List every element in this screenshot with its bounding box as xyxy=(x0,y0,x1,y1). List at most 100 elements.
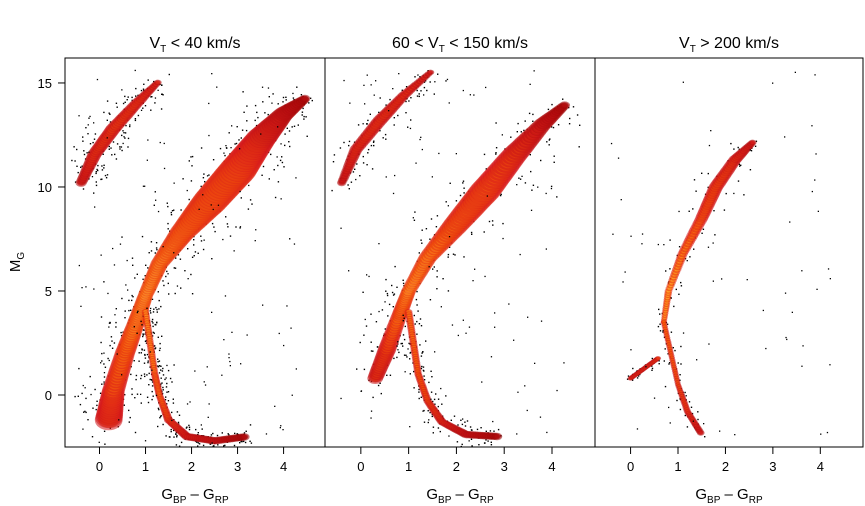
star-point xyxy=(76,165,78,167)
star-point xyxy=(111,347,114,349)
star-point xyxy=(197,432,199,434)
x-tick-label: 3 xyxy=(234,459,241,474)
star-point xyxy=(707,172,709,175)
field-star-point xyxy=(293,243,296,245)
star-point xyxy=(144,357,147,359)
star-point xyxy=(130,309,132,311)
star-point xyxy=(115,308,117,310)
star-point xyxy=(665,270,667,272)
star-point xyxy=(152,311,155,313)
star-point xyxy=(723,209,726,211)
star-point xyxy=(282,96,285,99)
star-point xyxy=(658,360,660,362)
star-point xyxy=(123,404,125,406)
field-star-point xyxy=(276,156,278,158)
star-point xyxy=(419,318,422,320)
star-point xyxy=(268,178,270,180)
star-point xyxy=(659,313,661,315)
field-star-point xyxy=(108,359,110,362)
star-point xyxy=(389,98,391,101)
star-point xyxy=(664,385,667,388)
star-point xyxy=(532,184,535,186)
field-star-point xyxy=(151,369,153,371)
field-star-point xyxy=(707,246,710,248)
star-point xyxy=(281,161,284,164)
star-point xyxy=(82,136,84,138)
star-point xyxy=(152,322,154,324)
star-point xyxy=(470,429,473,431)
star-point xyxy=(398,351,400,354)
star-point xyxy=(658,363,660,365)
star-point xyxy=(138,344,141,347)
y-tick-label: 10 xyxy=(38,180,52,195)
star-point xyxy=(272,93,274,95)
star-point xyxy=(431,415,433,418)
field-star-point xyxy=(468,326,471,328)
star-point xyxy=(386,292,389,295)
field-star-point xyxy=(255,229,257,231)
field-star-point xyxy=(404,371,406,373)
star-point xyxy=(196,441,198,443)
star-point xyxy=(282,101,284,103)
field-star-point xyxy=(364,318,366,321)
star-point xyxy=(74,160,76,162)
star-point xyxy=(127,96,129,98)
field-star-point xyxy=(223,152,225,154)
star-point xyxy=(154,191,156,193)
field-star-point xyxy=(682,332,685,334)
star-point xyxy=(680,345,682,348)
field-star-point xyxy=(103,381,105,383)
star-point xyxy=(142,329,145,331)
star-point xyxy=(450,419,452,421)
star-point xyxy=(147,79,149,81)
star-point xyxy=(249,424,252,426)
star-point xyxy=(112,141,115,143)
field-star-point xyxy=(539,416,542,418)
field-star-point xyxy=(222,238,224,241)
field-star-point xyxy=(786,338,788,341)
field-star-point xyxy=(465,332,467,334)
star-point xyxy=(657,325,660,328)
star-point xyxy=(204,181,206,183)
star-point xyxy=(456,441,459,443)
field-star-point xyxy=(669,422,671,424)
star-point xyxy=(452,253,455,255)
star-point xyxy=(159,417,161,419)
field-star-point xyxy=(516,184,518,186)
field-star-point xyxy=(438,152,440,155)
star-point xyxy=(77,171,79,174)
field-star-point xyxy=(829,278,831,280)
star-point xyxy=(101,352,103,355)
star-point xyxy=(461,423,464,426)
star-point xyxy=(191,293,194,295)
field-star-point xyxy=(486,195,488,197)
star-point xyxy=(110,147,112,149)
star-point xyxy=(499,194,502,197)
field-star-point xyxy=(144,440,147,442)
star-point xyxy=(142,334,144,336)
star-point xyxy=(453,415,456,417)
star-point xyxy=(158,408,160,411)
field-star-point xyxy=(107,292,109,295)
field-star-point xyxy=(82,428,84,430)
star-point xyxy=(115,102,118,104)
star-point xyxy=(243,432,246,434)
field-star-point xyxy=(636,428,639,430)
star-point xyxy=(199,449,200,450)
star-point xyxy=(387,315,389,317)
star-point xyxy=(104,443,106,445)
star-point xyxy=(413,387,415,389)
star-point xyxy=(242,91,244,93)
star-point xyxy=(445,395,447,397)
star-point xyxy=(464,425,467,427)
density-cell xyxy=(656,356,660,360)
star-point xyxy=(176,411,179,413)
star-point xyxy=(132,296,134,298)
star-point xyxy=(180,287,182,289)
star-point xyxy=(659,323,661,325)
star-point xyxy=(149,378,151,381)
star-point xyxy=(447,253,450,256)
star-point xyxy=(140,377,142,380)
star-point xyxy=(76,148,78,151)
star-point xyxy=(392,306,394,308)
